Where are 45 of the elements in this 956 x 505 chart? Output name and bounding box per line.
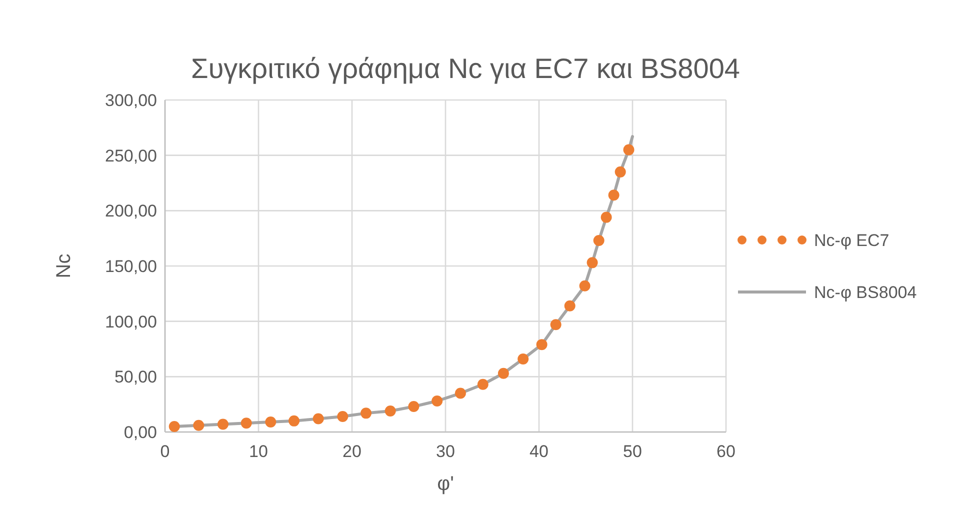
point: [593, 235, 604, 246]
point: [477, 378, 488, 390]
point: [337, 411, 348, 422]
x-axis-title: φ': [437, 473, 454, 495]
y-tick-label: 50,00: [114, 368, 157, 387]
x-tick-label: 0: [160, 442, 170, 461]
x-tick-label: 60: [716, 442, 736, 461]
point: [265, 416, 276, 428]
point: [518, 353, 529, 364]
point: [550, 319, 562, 330]
point: [586, 257, 598, 268]
y-tick-label: 200,00: [105, 202, 157, 221]
y-tick-label: 250,00: [105, 146, 157, 166]
point: [579, 280, 590, 292]
chart-title: Συγκριτικό γράφημα Nc για EC7 και BS8004: [191, 53, 740, 84]
point: [360, 408, 372, 419]
point: [623, 144, 634, 156]
point: [614, 166, 626, 178]
point: [564, 300, 576, 312]
y-tick-label: 0,00: [124, 423, 157, 442]
point: [498, 368, 509, 379]
point: [454, 388, 466, 399]
x-tick-label: 40: [530, 442, 548, 461]
point: [288, 415, 300, 426]
x-tick-label: 30: [436, 442, 455, 461]
legend-label: Nc-φ EC7: [814, 231, 890, 250]
y-axis-title: Nc: [53, 254, 75, 278]
point: [408, 401, 420, 412]
point: [600, 212, 612, 223]
legend-label: Nc-φ BS8004: [814, 283, 917, 302]
y-tick-label: 100,00: [105, 312, 157, 332]
point: [312, 413, 324, 424]
point: [168, 420, 180, 432]
x-tick-label: 50: [623, 442, 642, 461]
point: [608, 190, 620, 201]
point: [240, 418, 252, 429]
point: [384, 405, 396, 416]
x-tick-label: 20: [342, 442, 362, 461]
point: [193, 420, 204, 431]
point: [536, 339, 548, 350]
y-tick-label: 300,00: [105, 91, 157, 110]
point: [217, 418, 228, 430]
x-tick-label: 10: [249, 442, 268, 461]
y-tick-label: 150,00: [105, 257, 157, 276]
point: [432, 396, 443, 407]
